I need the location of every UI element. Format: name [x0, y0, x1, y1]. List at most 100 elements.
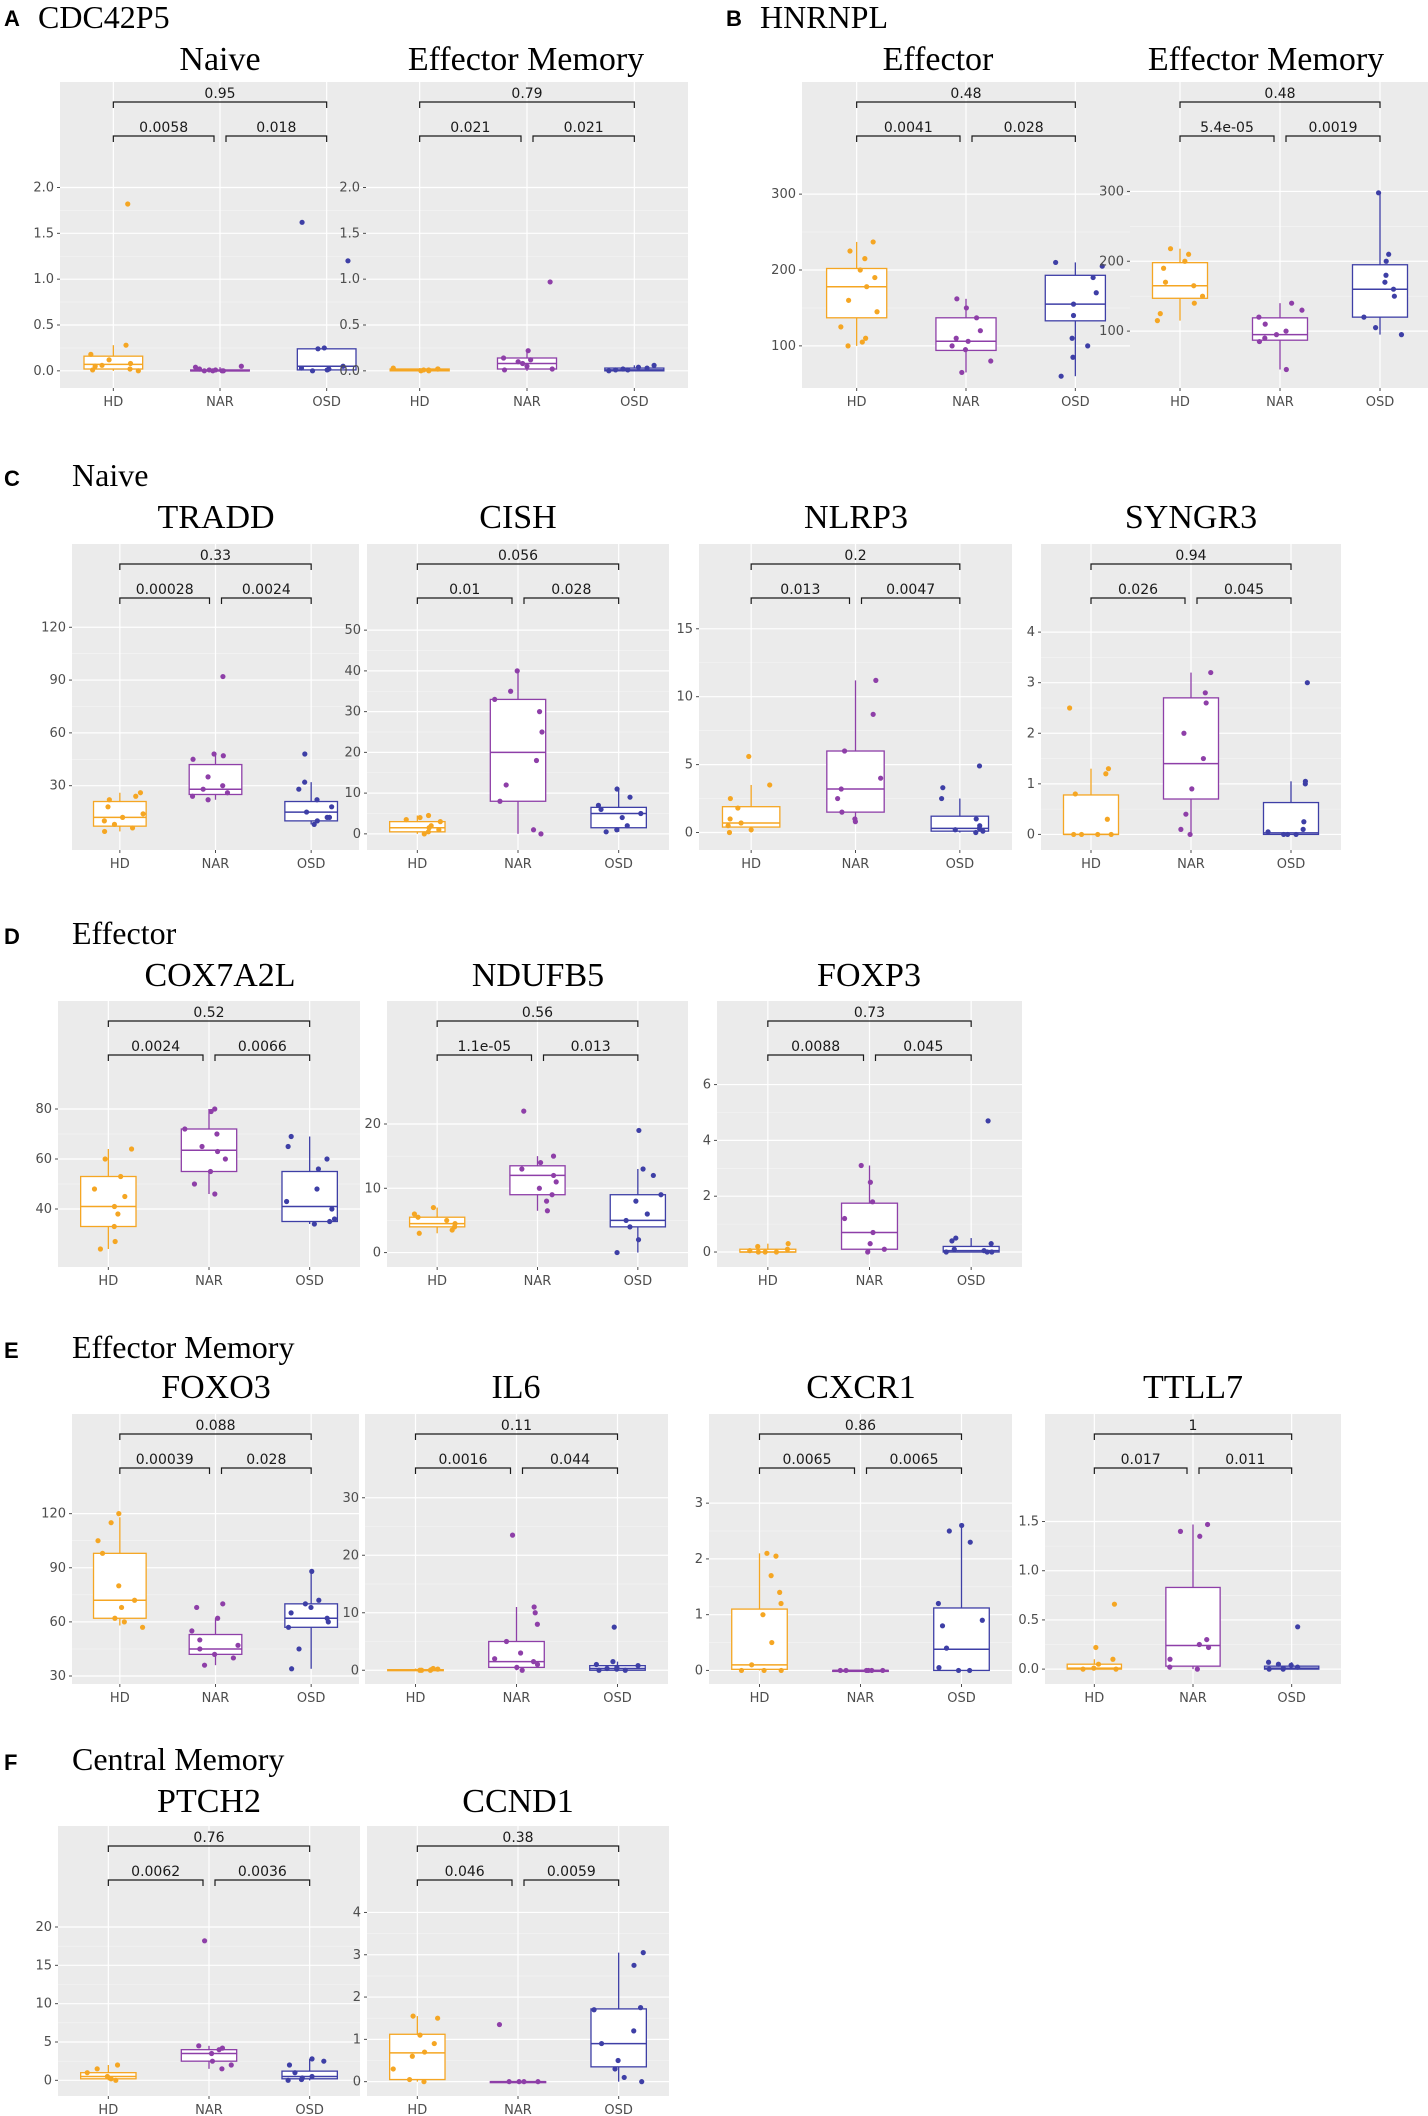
p-value-label: 0.11 — [501, 1418, 532, 1434]
data-point — [112, 1238, 118, 1245]
significance-bracket — [107, 1879, 204, 1886]
data-point — [869, 1667, 875, 1674]
p-value-label: 1.1e-05 — [457, 1039, 511, 1055]
data-point — [111, 1223, 117, 1230]
data-point — [873, 677, 879, 683]
data-point — [611, 1624, 617, 1630]
data-point — [1205, 1644, 1212, 1651]
data-point — [99, 362, 105, 368]
data-point — [220, 753, 226, 759]
data-point — [194, 1604, 200, 1611]
data-point — [1383, 258, 1389, 264]
significance-bracket — [758, 1433, 963, 1440]
data-point — [214, 1148, 221, 1155]
data-point — [99, 1550, 106, 1556]
data-point — [863, 335, 869, 341]
data-point — [315, 346, 321, 352]
chart-title: FOXO3 — [161, 1369, 271, 1406]
data-point — [1293, 831, 1299, 838]
data-point — [1386, 251, 1392, 257]
data-point — [610, 1659, 616, 1665]
significance-bracket — [865, 1467, 963, 1474]
data-point — [101, 828, 108, 835]
data-point — [1085, 343, 1091, 349]
data-point — [311, 821, 317, 828]
x-tick-label: HD — [110, 857, 130, 872]
y-tick-label: 90 — [49, 673, 66, 688]
data-point — [327, 1218, 333, 1225]
data-point — [501, 367, 508, 373]
y-tick-label: 90 — [49, 1561, 66, 1576]
x-tick-label: NAR — [202, 857, 230, 872]
y-tick-label: 2.0 — [339, 181, 360, 196]
data-point — [497, 798, 503, 804]
chart-title: Naive — [179, 41, 260, 78]
data-point — [946, 1528, 952, 1534]
data-point — [417, 1667, 423, 1673]
data-point — [120, 814, 126, 820]
y-tick-label: 0 — [351, 1663, 359, 1678]
data-point — [1285, 831, 1291, 838]
chart-c4: SYNGR3 0 1 2 3 4 HD NAR OSD 0.026 0.045 0.94 — [1027, 499, 1341, 872]
x-tick-label: NAR — [504, 2103, 532, 2116]
data-point — [749, 1662, 755, 1668]
significance-bracket — [436, 1020, 639, 1027]
box-nar — [188, 1633, 243, 1656]
y-tick-label: 1 — [353, 2032, 361, 2047]
data-point — [302, 1601, 308, 1607]
box-hd — [1062, 794, 1120, 836]
panel-label-e: E — [4, 1338, 19, 1363]
box-osd — [1044, 274, 1107, 322]
data-point — [289, 1666, 295, 1672]
box-nar — [1162, 697, 1220, 800]
chart-b1: Effector 100 200 300 HD NAR OSD 0.0041 0.028 0.48 — [771, 41, 1130, 410]
data-point — [936, 1665, 942, 1671]
data-point — [954, 296, 960, 302]
p-value-label: 0.86 — [845, 1418, 876, 1434]
box-osd — [942, 1245, 1000, 1253]
data-point — [416, 1230, 422, 1236]
data-point — [553, 1179, 559, 1185]
data-point — [614, 1249, 620, 1256]
data-point — [952, 827, 958, 833]
data-point — [547, 279, 553, 285]
data-point — [299, 2075, 305, 2081]
data-point — [113, 2077, 119, 2083]
y-tick-label: 0 — [685, 825, 693, 840]
data-point — [1383, 272, 1389, 278]
data-point — [852, 816, 858, 822]
data-point — [1181, 730, 1187, 736]
data-point — [524, 363, 530, 369]
data-point — [979, 1617, 985, 1623]
x-tick-label: NAR — [1179, 1691, 1207, 1706]
y-tick-label: 20 — [344, 745, 361, 760]
data-point — [535, 2079, 541, 2085]
box-osd — [284, 1603, 339, 1628]
significance-bracket — [750, 597, 851, 604]
chart-a2: Effector Memory 0.0 0.5 1.0 1.5 2.0 HD NAR OSD 0.… — [339, 41, 688, 410]
box-nar — [1165, 1586, 1221, 1667]
p-value-label: 0.028 — [551, 582, 591, 598]
data-point — [595, 802, 602, 808]
y-tick-label: 40 — [35, 1202, 52, 1217]
y-tick-label: 10 — [344, 786, 361, 801]
y-tick-label: 3 — [353, 1948, 361, 1963]
data-point — [421, 2049, 428, 2055]
x-tick-label: OSD — [604, 857, 633, 872]
data-point — [624, 823, 630, 829]
data-point — [530, 827, 537, 833]
significance-bracket — [119, 1467, 211, 1474]
data-point — [867, 1179, 873, 1185]
x-tick-label: OSD — [1061, 395, 1090, 410]
data-point — [314, 1186, 320, 1192]
box-hd — [80, 1175, 137, 1228]
significance-bracket — [416, 1879, 513, 1886]
data-point — [1294, 1664, 1301, 1670]
significance-bracket — [220, 597, 312, 604]
data-point — [773, 1249, 780, 1255]
chart-d1: COX7A2L 40 60 80 HD NAR OSD 0.0024 0.0066 0.52 — [35, 957, 360, 1289]
data-point — [644, 1211, 650, 1217]
data-point — [519, 1667, 525, 1673]
y-tick-label: 30 — [49, 779, 66, 794]
significance-bracket — [414, 1433, 619, 1440]
